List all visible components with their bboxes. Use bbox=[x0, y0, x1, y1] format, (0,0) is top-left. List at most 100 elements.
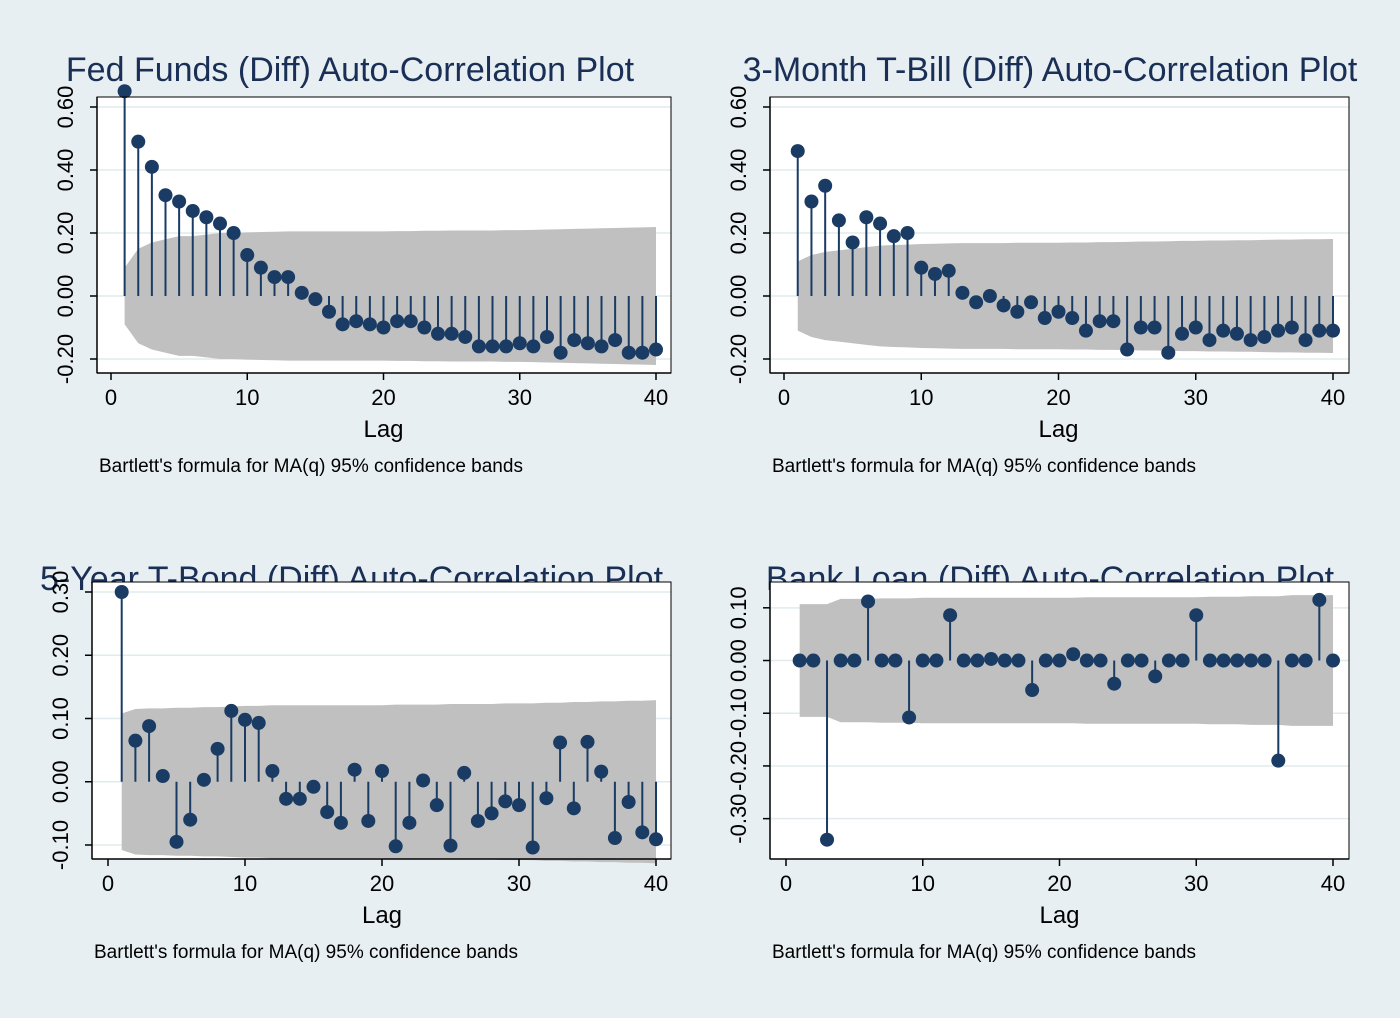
acf-point bbox=[240, 248, 255, 263]
acf-point bbox=[362, 317, 377, 332]
acf-point bbox=[1051, 304, 1066, 319]
acf-point bbox=[253, 260, 268, 275]
acf-point bbox=[1284, 320, 1299, 335]
acf-point bbox=[1120, 653, 1135, 668]
acf-point bbox=[1107, 676, 1122, 691]
acf-point bbox=[1024, 295, 1039, 310]
acf-point bbox=[1175, 326, 1190, 341]
acf-point bbox=[833, 653, 848, 668]
acf-point bbox=[927, 266, 942, 281]
acf-point bbox=[1230, 653, 1245, 668]
acf-point bbox=[621, 345, 636, 360]
acf-point bbox=[580, 336, 595, 351]
acf-point bbox=[1052, 653, 1067, 668]
y-tick-label: -0.30 bbox=[726, 794, 751, 844]
acf-point bbox=[902, 710, 917, 725]
x-axis-title: Lag bbox=[361, 902, 403, 929]
acf-point bbox=[1025, 683, 1040, 698]
acf-point bbox=[567, 333, 582, 348]
acf-point bbox=[526, 339, 541, 354]
x-tick-label: 40 bbox=[644, 871, 668, 896]
acf-point bbox=[1010, 304, 1025, 319]
acf-point bbox=[1092, 314, 1107, 329]
acf-point bbox=[915, 653, 930, 668]
acf-point bbox=[114, 585, 129, 599]
y-tick-label: 0.20 bbox=[53, 212, 78, 255]
x-tick-label: 40 bbox=[1321, 871, 1345, 896]
y-tick-label: 0.60 bbox=[726, 86, 751, 129]
acf-point bbox=[1312, 323, 1327, 338]
acf-point bbox=[873, 216, 888, 231]
acf-point bbox=[1106, 314, 1121, 329]
acf-point bbox=[792, 653, 807, 668]
acf-point bbox=[131, 134, 146, 149]
acf-point bbox=[997, 653, 1012, 668]
acf-point bbox=[594, 339, 609, 354]
x-tick-label: 30 bbox=[1184, 871, 1208, 896]
chart-title: 3-Month T-Bill (Diff) Auto-Correlation P… bbox=[742, 51, 1358, 89]
acf-point bbox=[1298, 653, 1313, 668]
acf-point bbox=[861, 594, 876, 609]
plot-area: -0.10 0.00 0.10 0.20 0.30 0 10 20 30 40 bbox=[48, 571, 672, 896]
acf-point bbox=[281, 270, 296, 285]
confidence-band bbox=[121, 700, 656, 864]
confidence-band bbox=[124, 227, 656, 365]
y-tick-label: 0.00 bbox=[726, 639, 751, 682]
acf-point bbox=[956, 653, 971, 668]
acf-point bbox=[199, 210, 214, 225]
x-tick-label: 20 bbox=[371, 385, 395, 410]
acf-point bbox=[969, 295, 984, 310]
acf-point bbox=[308, 292, 323, 307]
acf-point bbox=[607, 831, 622, 846]
acf-point bbox=[1133, 320, 1148, 335]
x-axis-title: Lag bbox=[1038, 416, 1079, 443]
acf-point bbox=[142, 719, 157, 734]
acf-point bbox=[1066, 647, 1081, 662]
acf-point bbox=[183, 812, 198, 827]
acf-point bbox=[1202, 333, 1217, 348]
acf-point bbox=[390, 314, 405, 329]
y-tick-label: -0.10 bbox=[726, 688, 751, 738]
acf-point bbox=[347, 762, 362, 777]
acf-point bbox=[158, 188, 173, 203]
y-tick-label: 0.10 bbox=[726, 586, 751, 629]
acf-point bbox=[1271, 323, 1286, 338]
acf-panel-fed-funds: Fed Funds (Diff) Auto-Correlation Plot -… bbox=[0, 0, 700, 509]
acf-point bbox=[388, 839, 403, 854]
acf-point bbox=[335, 317, 350, 332]
acf-point bbox=[128, 733, 143, 748]
acf-point bbox=[580, 734, 595, 749]
acf-point bbox=[635, 345, 650, 360]
acf-point bbox=[267, 270, 282, 285]
acf-point bbox=[845, 235, 860, 250]
y-tick-label: 0.20 bbox=[48, 634, 73, 677]
acf-point bbox=[1202, 653, 1217, 668]
acf-point bbox=[900, 226, 915, 240]
acf-point bbox=[594, 764, 609, 779]
acf-point bbox=[540, 329, 554, 344]
acf-panel-bank-loan: Bank Loan (Diff) Auto-Correlation Plot -… bbox=[700, 509, 1400, 1018]
x-tick-label: 10 bbox=[235, 385, 259, 410]
acf-point bbox=[458, 329, 473, 344]
acf-point bbox=[210, 741, 225, 756]
acf-point bbox=[429, 798, 444, 813]
y-tick-label: 0.30 bbox=[48, 571, 73, 614]
plot-area: -0.30 -0.20 -0.10 0.00 0.10 0 10 20 30 40 bbox=[726, 581, 1350, 896]
acf-point bbox=[279, 791, 294, 806]
acf-point bbox=[1078, 323, 1093, 338]
y-tick-label: 0.10 bbox=[48, 697, 73, 740]
acf-point bbox=[804, 194, 819, 209]
acf-point bbox=[265, 763, 280, 778]
acf-point bbox=[1326, 323, 1340, 338]
x-tick-label: 30 bbox=[1184, 385, 1208, 410]
acf-point bbox=[886, 229, 901, 244]
acf-point bbox=[1120, 342, 1135, 357]
acf-point bbox=[955, 285, 970, 300]
acf-point bbox=[417, 320, 432, 335]
acf-point bbox=[144, 159, 159, 174]
confidence-band-note: Bartlett's formula for MA(q) 95% confide… bbox=[772, 456, 1196, 477]
y-tick-label: 0.20 bbox=[726, 212, 751, 255]
y-tick-label: -0.10 bbox=[48, 820, 73, 870]
acf-point bbox=[943, 608, 958, 623]
acf-point bbox=[444, 326, 459, 341]
